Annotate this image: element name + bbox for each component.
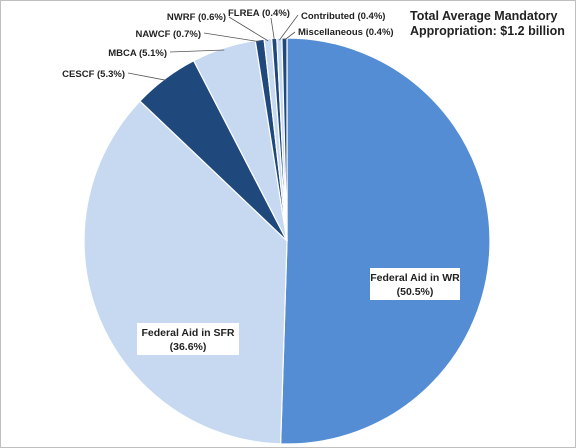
slice-label-cescf: CESCF (5.3%) bbox=[62, 69, 125, 80]
leader-line-flrea bbox=[270, 17, 275, 41]
slice-label-federal-aid-in-wr: Federal Aid in WR bbox=[370, 272, 460, 284]
leader-line-nawcf bbox=[203, 32, 260, 43]
leader-lines bbox=[127, 14, 299, 81]
pie-slice-federal-aid-in-wr bbox=[280, 37, 491, 445]
slice-label-nwrf: NWRF (0.6%) bbox=[167, 12, 226, 23]
label-box-federal-aid-in-sfr bbox=[137, 323, 239, 355]
slice-label-flrea: FLREA (0.4%) bbox=[228, 8, 290, 19]
slice-value-federal-aid-in-wr: (50.5%) bbox=[397, 286, 434, 298]
pie-slice-federal-aid-in-sfr bbox=[83, 100, 288, 445]
slice-value-federal-aid-in-sfr: (36.6%) bbox=[170, 341, 207, 353]
pie-slices bbox=[83, 37, 491, 445]
leader-line-contributed bbox=[279, 14, 299, 41]
slice-label-federal-aid-in-sfr: Federal Aid in SFR bbox=[142, 327, 235, 339]
slice-labels: Federal Aid in WR (50.5%) Federal Aid in S… bbox=[62, 8, 460, 355]
slice-label-contributed: Contributed (0.4%) bbox=[301, 11, 385, 22]
slice-label-nawcf: NAWCF (0.7%) bbox=[136, 29, 201, 40]
label-box-federal-aid-in-wr bbox=[370, 268, 460, 300]
chart-title: Total Average Mandatory Appropriation: $… bbox=[410, 9, 565, 38]
slice-label-miscellaneous: Miscellaneous (0.4%) bbox=[298, 27, 394, 38]
leader-line-miscellaneous bbox=[284, 31, 296, 41]
leader-line-nwrf bbox=[228, 16, 269, 42]
leader-line-cescf bbox=[127, 72, 167, 81]
leader-line-mbca bbox=[169, 49, 225, 53]
slice-label-mbca: MBCA (5.1%) bbox=[108, 48, 167, 59]
